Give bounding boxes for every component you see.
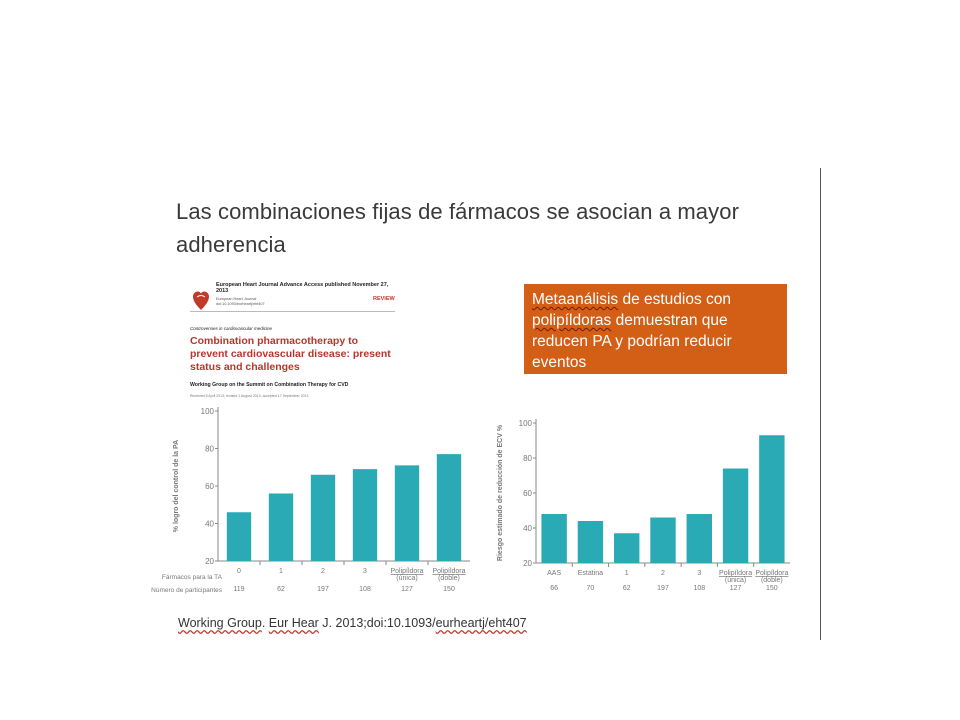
chart-cvd-risk-reduction: 20 40 60 80 100 Riesgo estimado de reducción …	[497, 419, 790, 592]
y-tick-label: 80	[205, 445, 214, 454]
y-tick-label: 100	[519, 419, 533, 428]
bar	[650, 517, 676, 563]
paper-review-label: REVIEW	[373, 296, 395, 302]
bar	[436, 454, 462, 561]
x-tick-label: Polipíldora	[432, 568, 465, 575]
x-tick-label: Polipíldora	[390, 568, 423, 575]
citation: Working Group. Eur Hear J. 2013;doi:10.1…	[178, 616, 527, 630]
x-tick-label: 2	[321, 568, 325, 575]
citation-journal: Eur Hear	[268, 616, 319, 630]
participant-count-label: 62	[277, 586, 285, 593]
x-tick-label: 1	[279, 568, 283, 575]
participant-count-label: 127	[401, 586, 413, 593]
y-tick-label: 40	[523, 524, 532, 533]
participant-count-label: 108	[693, 585, 705, 592]
participant-count-label: 150	[443, 586, 455, 593]
participant-count-label: 197	[317, 586, 329, 593]
y-axis-label: Riesgo estimado de reducción de ECV %	[497, 424, 504, 561]
paper-journal-info: European Heart Journal doi:10.1093/eurhe…	[216, 297, 276, 307]
bar	[759, 435, 785, 563]
paper-authors: Working Group on the Summit on Combinati…	[190, 382, 349, 388]
bar	[268, 493, 294, 561]
row-label-drugs: Fármacos para la TA	[162, 574, 223, 581]
x-tick-label: 3	[363, 568, 367, 575]
bar	[541, 514, 567, 563]
x-tick-label: AAS	[547, 570, 561, 577]
row-label-participants: Número de participantes	[151, 587, 223, 594]
y-tick-label: 20	[205, 557, 214, 566]
bar	[577, 521, 604, 563]
bar	[352, 469, 378, 561]
callout-word-polipildoras: polipíldoras	[532, 312, 612, 329]
x-tick-label-sub: (única)	[725, 577, 746, 584]
y-tick-label: 60	[205, 482, 214, 491]
x-tick-label: Polipíldora	[755, 570, 788, 577]
paper-journal-line-1: European Heart Journal	[216, 297, 257, 301]
x-tick-label-sub: (doble)	[761, 577, 783, 584]
y-tick-label: 20	[523, 559, 532, 568]
paper-section: Controversies in cardiovascular medicine	[190, 326, 273, 331]
paper-advance-access: European Heart Journal Advance Access pu…	[216, 282, 389, 294]
bar	[226, 512, 252, 561]
participant-count-label: 119	[233, 586, 244, 593]
paper-thumbnail: European Heart Journal Advance Access pu…	[182, 275, 402, 410]
x-tick-label: 1	[625, 570, 629, 577]
callout-box: Metaanálisis de estudios con polipíldora…	[524, 284, 787, 374]
bar	[686, 514, 712, 563]
y-tick-label: 40	[205, 520, 214, 529]
bar	[722, 468, 749, 563]
participant-count-label: 66	[550, 585, 558, 592]
participant-count-label: 127	[730, 585, 742, 592]
x-tick-label-sub: (doble)	[438, 575, 460, 582]
callout-word-metaanalisis: Metaanálisis	[532, 291, 619, 308]
x-tick-label: 0	[237, 568, 241, 575]
x-tick-label: 3	[697, 570, 701, 577]
participant-count-label: 62	[623, 585, 631, 592]
x-tick-label: Polipíldora	[719, 570, 752, 577]
citation-doi-id: eurheartj/eht407	[435, 616, 527, 630]
paper-header-rule	[190, 311, 395, 312]
participant-count-label: 70	[587, 585, 595, 592]
participant-count-label: 108	[359, 586, 371, 593]
y-tick-label: 60	[523, 489, 532, 498]
bar	[394, 465, 420, 561]
citation-sep: .	[261, 616, 269, 630]
bar	[310, 474, 336, 561]
paper-dates: Received 5 April 2013; revised 1 August …	[190, 394, 309, 398]
x-tick-label-sub: (única)	[396, 575, 417, 582]
bar	[614, 533, 640, 563]
y-tick-label: 100	[201, 407, 215, 416]
citation-working-group: Working Group	[178, 616, 262, 630]
participant-count-label: 150	[766, 585, 778, 592]
y-axis-label: % logro del control de la PA	[173, 440, 180, 532]
paper-journal-line-2: doi:10.1093/eurheartj/eht407	[216, 302, 265, 306]
callout-text-1: de estudios con	[618, 291, 732, 308]
x-tick-label: Estatina	[578, 570, 603, 577]
slide-title: Las combinaciones fijas de fármacos se a…	[176, 199, 740, 257]
paper-title: Combination pharmacotherapy to prevent c…	[190, 335, 391, 373]
chart-bp-control: 20 40 60 80 100 % logro del control de la PA 0…	[151, 407, 470, 594]
esc-heart-logo-icon	[193, 291, 209, 310]
citation-doi: J. 2013;doi:10.1093/	[318, 616, 436, 630]
callout-text-2: demuestran que reducen PA y podrían redu…	[532, 312, 732, 371]
y-tick-label: 80	[523, 454, 532, 463]
participant-count-label: 197	[657, 585, 669, 592]
x-tick-label: 2	[661, 570, 665, 577]
vertical-divider-line	[820, 168, 821, 640]
